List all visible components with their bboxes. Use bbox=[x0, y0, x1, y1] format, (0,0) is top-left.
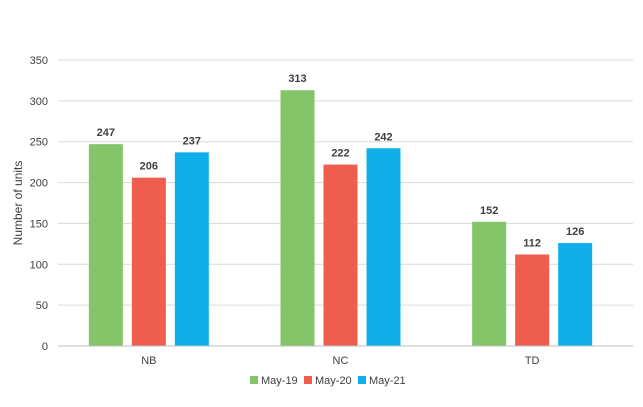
y-axis-label: Number of units bbox=[11, 161, 25, 246]
data-label: 237 bbox=[183, 135, 201, 147]
data-label: 152 bbox=[480, 205, 498, 217]
bar-nb-may-19 bbox=[88, 144, 123, 346]
x-category-label: NC bbox=[333, 355, 349, 367]
x-category-label: NB bbox=[141, 355, 156, 367]
y-tick-label: 200 bbox=[30, 178, 48, 190]
y-tick-label: 250 bbox=[30, 137, 48, 149]
legend-label: May-19 bbox=[261, 375, 298, 387]
legend-swatch bbox=[304, 376, 312, 384]
data-label: 313 bbox=[288, 73, 306, 85]
data-label: 112 bbox=[523, 237, 541, 249]
bars bbox=[88, 90, 593, 346]
bar-td-may-20 bbox=[515, 254, 550, 346]
x-axis-categories: NB NC TD bbox=[141, 355, 539, 367]
legend-swatch bbox=[250, 376, 258, 384]
y-tick-label: 350 bbox=[30, 55, 48, 67]
bar-nb-may-21 bbox=[174, 152, 209, 346]
y-axis-ticks: 0 50 100 150 200 250 300 350 bbox=[30, 55, 48, 353]
bar-nc-may-21 bbox=[366, 148, 401, 346]
bar-td-may-19 bbox=[472, 221, 507, 346]
data-label: 206 bbox=[140, 161, 158, 173]
bar-nb-may-20 bbox=[131, 177, 166, 346]
data-label: 242 bbox=[374, 131, 392, 143]
data-label: 126 bbox=[566, 226, 584, 238]
legend-label: May-20 bbox=[315, 375, 352, 387]
legend-swatch bbox=[358, 376, 366, 384]
y-tick-label: 0 bbox=[42, 341, 48, 353]
y-tick-label: 100 bbox=[30, 259, 48, 271]
y-tick-label: 300 bbox=[30, 96, 48, 108]
data-label: 222 bbox=[331, 148, 349, 160]
y-tick-label: 50 bbox=[36, 300, 48, 312]
bar-nc-may-19 bbox=[280, 90, 315, 346]
data-labels: 247 206 237 313 222 242 152 112 126 bbox=[97, 73, 585, 249]
bar-td-may-21 bbox=[558, 243, 593, 346]
y-tick-label: 150 bbox=[30, 218, 48, 230]
x-category-label: TD bbox=[525, 355, 540, 367]
data-label: 247 bbox=[97, 127, 115, 139]
bar-nc-may-20 bbox=[323, 164, 358, 346]
legend-label: May-21 bbox=[369, 375, 406, 387]
legend: May-19 May-20 May-21 bbox=[250, 375, 406, 387]
